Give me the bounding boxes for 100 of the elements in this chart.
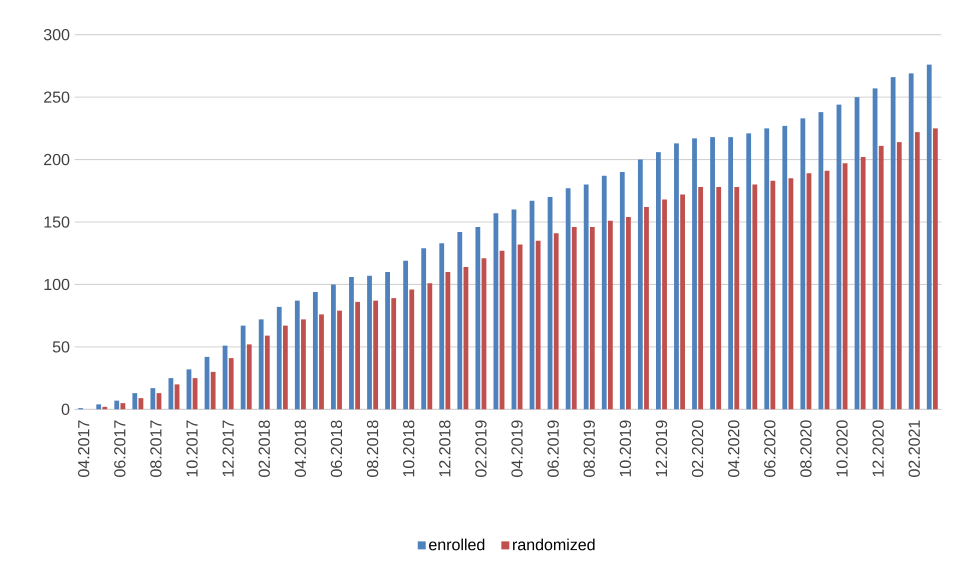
x-tick-label: 12.2020 <box>872 420 884 476</box>
bar <box>620 172 625 410</box>
bar <box>590 226 595 410</box>
bar <box>120 403 126 410</box>
bar <box>500 250 504 410</box>
bar <box>391 298 396 410</box>
bar <box>602 176 607 410</box>
bar <box>349 276 354 410</box>
x-tick-label: 12.2017 <box>222 420 234 476</box>
bar <box>842 163 848 410</box>
x-tick-label: 04.2019 <box>511 420 523 477</box>
bar <box>644 207 649 410</box>
bar <box>494 213 498 410</box>
bar <box>692 138 697 410</box>
bar <box>464 266 468 410</box>
bar <box>764 128 770 410</box>
x-tick-label: 10.2019 <box>620 420 632 476</box>
bar <box>518 244 522 410</box>
legend-label: enrolled <box>429 538 484 550</box>
bar <box>710 137 715 410</box>
bar <box>530 200 534 410</box>
bar <box>782 126 788 410</box>
bar <box>908 73 914 410</box>
x-tick-label: 02.2019 <box>475 420 487 477</box>
bar <box>445 272 450 410</box>
bar <box>439 243 444 410</box>
bar <box>536 240 541 410</box>
bar <box>409 289 414 410</box>
bar <box>584 184 589 410</box>
bar <box>457 232 462 410</box>
bar <box>674 143 679 410</box>
y-tick-label: 100 <box>44 278 70 290</box>
x-tick-label: 10.2017 <box>186 420 198 476</box>
bar <box>228 358 234 410</box>
bar <box>282 326 288 410</box>
bar <box>301 319 306 410</box>
bar <box>482 258 486 410</box>
bar <box>752 184 758 410</box>
x-tick-label: 06.2017 <box>114 420 126 477</box>
bar <box>896 142 902 410</box>
bar <box>246 344 252 410</box>
y-tick-label: 200 <box>44 154 70 166</box>
bar <box>337 310 342 410</box>
bar <box>770 180 776 410</box>
y-tick-label: 250 <box>44 91 70 103</box>
bar <box>174 384 180 410</box>
x-tick-label: 08.2019 <box>584 420 595 477</box>
bar <box>264 336 270 410</box>
bar <box>512 210 516 410</box>
bar <box>746 133 752 410</box>
bar <box>373 300 378 410</box>
bar <box>385 272 390 410</box>
bar <box>421 248 426 410</box>
bar <box>860 157 866 410</box>
y-tick-label: 300 <box>44 29 70 40</box>
x-tick-label: 02.2021 <box>908 420 920 477</box>
bar <box>872 88 878 410</box>
bar <box>566 188 571 410</box>
y-tick-label: 150 <box>44 216 70 228</box>
x-tick-label: 04.2020 <box>728 420 740 477</box>
bar <box>890 77 896 410</box>
bar <box>926 64 932 410</box>
bar <box>824 170 830 410</box>
bar <box>728 137 734 410</box>
bar <box>156 393 162 410</box>
bar <box>806 173 812 410</box>
x-tick-label: 08.2017 <box>150 420 162 477</box>
bar <box>716 187 722 410</box>
bar <box>240 326 246 410</box>
x-tick-label: 06.2019 <box>547 420 559 477</box>
legend-label: randomized <box>513 538 595 550</box>
bar <box>132 393 138 410</box>
bar <box>638 160 643 410</box>
bar <box>210 372 216 410</box>
bar <box>355 302 360 410</box>
bar <box>818 112 824 410</box>
x-tick-label: 10.2020 <box>836 420 848 476</box>
bar <box>800 118 806 410</box>
bar <box>572 226 577 410</box>
bar <box>294 300 300 410</box>
y-tick-label: 0 <box>62 404 70 415</box>
bar <box>626 217 631 410</box>
bar <box>138 398 144 410</box>
x-tick-label: 04.2018 <box>294 420 306 477</box>
bar <box>312 292 318 410</box>
bar <box>656 152 661 410</box>
bar <box>734 187 740 410</box>
bar <box>788 178 794 410</box>
bar <box>114 400 120 410</box>
x-tick-label: 06.2018 <box>330 420 342 477</box>
bar <box>878 146 884 410</box>
bar <box>548 197 552 410</box>
bar <box>680 194 685 410</box>
bar <box>427 283 432 410</box>
bar <box>403 260 408 410</box>
bar <box>258 319 264 410</box>
x-tick-label: 08.2020 <box>800 420 812 477</box>
bar <box>914 132 920 410</box>
bar <box>192 378 198 410</box>
bar <box>475 226 480 410</box>
